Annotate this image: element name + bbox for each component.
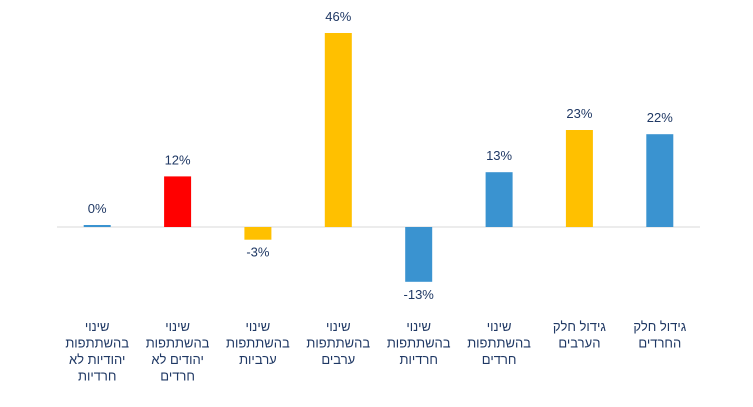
value-labels-group: 22% 23% 13% -13% 46% -3% 12% 0% bbox=[88, 9, 673, 302]
category-label-8: שינוי בהשתתפות יהודיות לא חרדיות bbox=[65, 319, 129, 384]
bar-3 bbox=[485, 172, 513, 227]
bar-4 bbox=[405, 227, 433, 282]
category-label-3: שינוי בהשתתפות חרדים bbox=[467, 319, 531, 367]
value-label-8: 0% bbox=[88, 201, 107, 216]
bar-6 bbox=[244, 227, 272, 240]
value-label-6: -3% bbox=[246, 245, 270, 260]
value-label-1: 22% bbox=[647, 110, 673, 125]
category-label-6: שינוי בהשתתפות ערביות bbox=[226, 319, 290, 367]
category-label-4: שינוי בהשתתפות חרדיות bbox=[387, 319, 451, 367]
bar-5 bbox=[324, 33, 352, 227]
bar-7 bbox=[164, 176, 192, 227]
value-label-7: 12% bbox=[165, 152, 191, 167]
bar-8 bbox=[83, 225, 111, 227]
bar-1 bbox=[646, 134, 674, 227]
value-label-3: 13% bbox=[486, 148, 512, 163]
category-label-5: שינוי בהשתתפות ערבים bbox=[306, 319, 370, 367]
category-labels-group: גידול חלק החרדים גידול חלק הערבים שינוי בהשתת… bbox=[65, 319, 686, 384]
category-label-2: גידול חלק הערבים bbox=[553, 319, 606, 351]
category-label-7: שינוי בהשתתפות יהודים לא חרדים bbox=[146, 319, 210, 384]
bars-group bbox=[83, 33, 674, 282]
bar-2 bbox=[565, 130, 593, 227]
value-label-5: 46% bbox=[325, 9, 351, 24]
value-label-2: 23% bbox=[566, 106, 592, 121]
category-label-1: גידול חלק החרדים bbox=[633, 319, 686, 351]
value-label-4: -13% bbox=[404, 287, 435, 302]
